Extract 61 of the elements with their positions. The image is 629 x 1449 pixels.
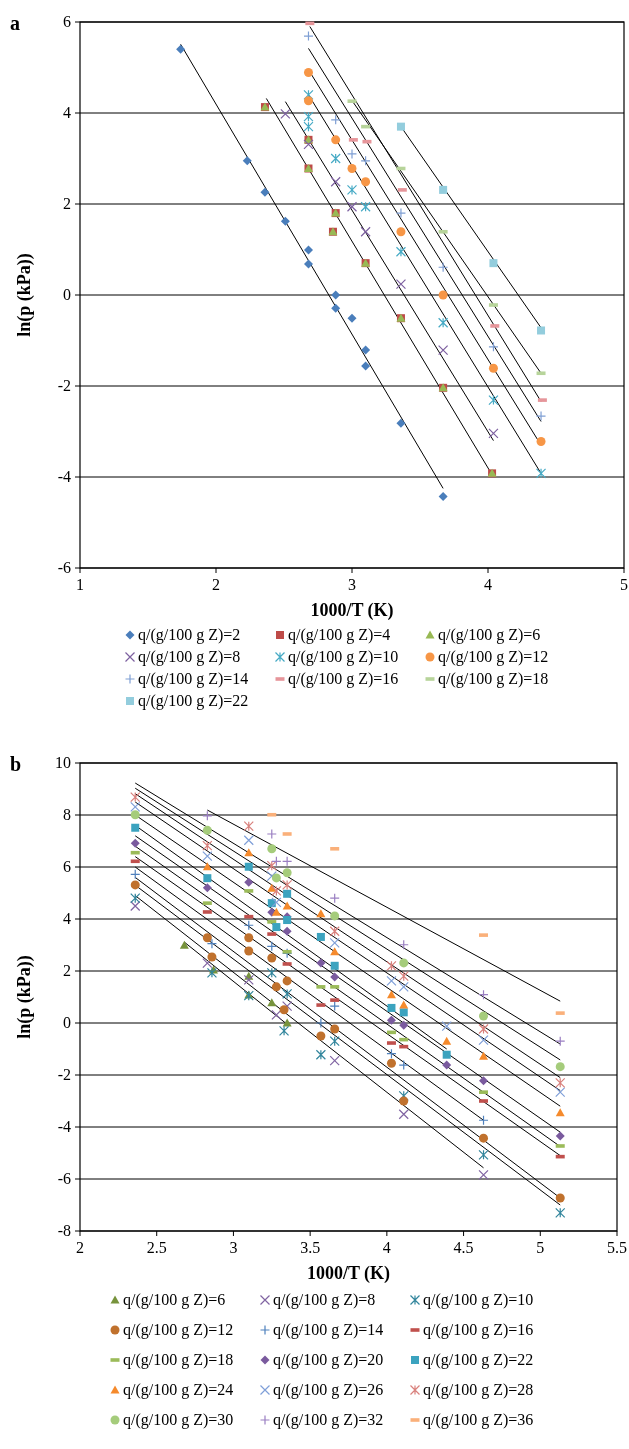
- chart-title: b: [10, 753, 22, 775]
- y-axis-title: ln(p (kPa)): [14, 253, 35, 337]
- y-tick-label: 10: [55, 754, 71, 771]
- y-axis-title: ln(p (kPa)): [14, 955, 35, 1039]
- legend-label: q/(g/100 g Z)=24: [123, 1381, 234, 1399]
- y-tick-label: -6: [57, 1170, 71, 1187]
- legend-label: q/(g/100 g Z)=18: [123, 1351, 234, 1369]
- x-tick-label: 1: [76, 576, 84, 593]
- legend-label: q/(g/100 g Z)=6: [123, 1291, 226, 1309]
- y-tick-label: -2: [57, 1066, 71, 1083]
- legend-label: q/(g/100 g Z)=36: [423, 1411, 534, 1429]
- y-tick-label: 0: [63, 1014, 71, 1031]
- legend-label: q/(g/100 g Z)=8: [138, 648, 241, 666]
- legend-label: q/(g/100 g Z)=26: [273, 1381, 384, 1399]
- legend-label: q/(g/100 g Z)=2: [138, 626, 241, 644]
- x-tick-label: 3.5: [300, 1239, 321, 1256]
- y-tick-label: -6: [57, 559, 71, 576]
- x-tick-label: 2.5: [146, 1239, 167, 1256]
- legend-label: q/(g/100 g Z)=10: [423, 1291, 534, 1309]
- legend-label: q/(g/100 g Z)=10: [288, 648, 399, 666]
- y-tick-label: 6: [63, 858, 71, 875]
- legend-label: q/(g/100 g Z)=20: [273, 1351, 384, 1369]
- legend-label: q/(g/100 g Z)=14: [138, 670, 249, 688]
- legend-label: q/(g/100 g Z)=12: [438, 648, 549, 666]
- y-tick-label: -2: [57, 377, 71, 394]
- x-tick-label: 2: [76, 1239, 84, 1256]
- legend-label: q/(g/100 g Z)=8: [273, 1291, 376, 1309]
- legend-label: q/(g/100 g Z)=6: [438, 626, 541, 644]
- legend-label: q/(g/100 g Z)=16: [423, 1321, 534, 1339]
- chart-title: a: [10, 12, 20, 34]
- legend-label: q/(g/100 g Z)=22: [423, 1351, 534, 1369]
- legend-label: q/(g/100 g Z)=30: [123, 1411, 234, 1429]
- y-tick-label: -4: [57, 468, 71, 485]
- y-tick-label: 8: [63, 806, 71, 823]
- legend-label: q/(g/100 g Z)=32: [273, 1411, 384, 1429]
- x-tick-label: 2: [212, 576, 220, 593]
- x-tick-label: 4: [484, 576, 492, 593]
- x-tick-label: 3: [229, 1239, 238, 1256]
- legend-label: q/(g/100 g Z)=28: [423, 1381, 534, 1399]
- legend-label: q/(g/100 g Z)=22: [138, 692, 249, 710]
- x-axis-title: 1000/T (K): [306, 1263, 391, 1284]
- legend-label: q/(g/100 g Z)=12: [123, 1321, 234, 1339]
- x-tick-label: 5.5: [607, 1239, 627, 1256]
- y-tick-label: 4: [63, 104, 71, 121]
- y-tick-label: 2: [63, 962, 71, 979]
- legend-label: q/(g/100 g Z)=18: [438, 670, 549, 688]
- x-tick-label: 3: [348, 576, 356, 593]
- y-tick-label: 4: [63, 910, 71, 927]
- y-tick-label: 6: [63, 13, 71, 30]
- y-tick-label: -8: [57, 1222, 71, 1239]
- x-tick-label: 4: [382, 1239, 391, 1256]
- legend-label: q/(g/100 g Z)=4: [288, 626, 391, 644]
- y-tick-label: 2: [63, 195, 71, 212]
- legend-label: q/(g/100 g Z)=14: [273, 1321, 384, 1339]
- x-tick-label: 5: [536, 1239, 545, 1256]
- x-axis-title: 1000/T (K): [310, 600, 394, 621]
- x-tick-label: 4.5: [453, 1239, 474, 1256]
- y-tick-label: 0: [63, 286, 71, 303]
- legend-label: q/(g/100 g Z)=16: [288, 670, 399, 688]
- y-tick-label: -4: [57, 1118, 71, 1135]
- x-tick-label: 5: [620, 576, 628, 593]
